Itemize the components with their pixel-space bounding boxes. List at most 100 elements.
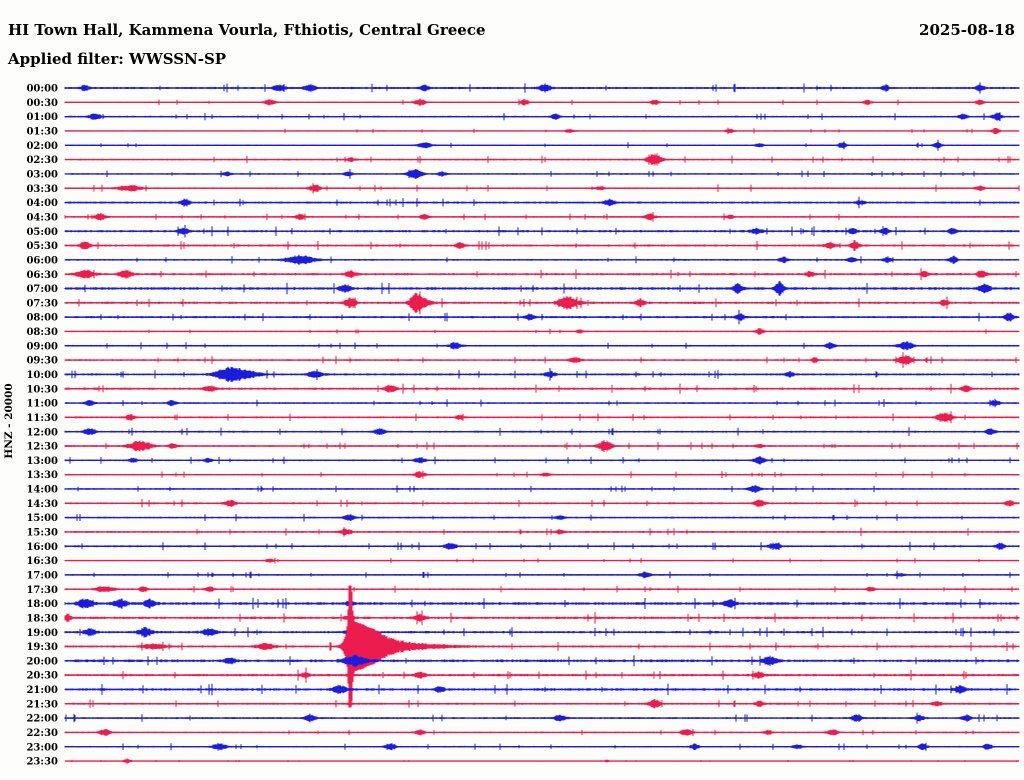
time-label: 10:00: [26, 370, 58, 381]
seismogram-trace: [64, 610, 1020, 626]
trace-row-03:30: 03:30: [26, 183, 1020, 195]
seismogram-trace: [64, 183, 1020, 194]
time-label: 18:30: [26, 613, 58, 624]
trace-row-17:00: 17:00: [26, 570, 1020, 582]
time-label: 06:30: [26, 270, 58, 281]
trace-row-12:00: 12:00: [26, 427, 1020, 438]
trace-row-14:30: 14:30: [26, 499, 1020, 510]
trace-row-04:00: 04:00: [26, 196, 1020, 209]
seismogram-trace: [64, 626, 1020, 638]
time-label: 15:00: [26, 513, 58, 524]
time-label: 22:30: [26, 728, 58, 739]
trace-row-07:00: 07:00: [26, 281, 1020, 296]
seismogram-trace: [64, 268, 1020, 280]
seismogram-trace: [64, 683, 1020, 696]
trace-row-06:30: 06:30: [26, 268, 1020, 281]
applied-filter-label: Applied filter: WWSSN-SP: [8, 50, 227, 68]
seismogram-trace: [64, 485, 1020, 493]
time-label: 13:00: [26, 456, 58, 467]
trace-row-02:30: 02:30: [26, 153, 1020, 166]
trace-row-16:30: 16:30: [26, 556, 1020, 567]
seismogram-trace: [64, 341, 1020, 351]
seismogram-trace: [64, 527, 1020, 537]
seismogram-trace: [64, 541, 1020, 551]
trace-row-05:00: 05:00: [26, 224, 1020, 238]
time-label: 19:30: [26, 642, 58, 653]
time-label: 20:00: [26, 656, 58, 667]
time-label: 09:00: [26, 341, 58, 352]
trace-row-19:00: 19:00: [26, 626, 1020, 639]
seismogram-trace: [64, 470, 1020, 479]
trace-row-13:00: 13:00: [26, 456, 1020, 467]
time-label: 04:00: [26, 198, 58, 209]
time-label: 17:00: [26, 571, 58, 582]
time-label: 00:30: [26, 98, 58, 109]
time-label: 16:30: [26, 556, 58, 567]
time-label: 14:30: [26, 499, 58, 510]
trace-row-20:30: 20:30: [26, 667, 1020, 683]
trace-row-22:00: 22:00: [26, 712, 1020, 725]
time-label: 00:00: [26, 84, 58, 95]
seismogram-trace: [64, 758, 1020, 764]
seismogram-trace: [64, 570, 1020, 580]
seismogram-trace: [64, 667, 1020, 683]
seismogram-trace: [64, 557, 1020, 564]
trace-rows-group: 00:00 00:30 01:00 01:30 02:00 02:30 03:00 03:30…: [26, 82, 1020, 768]
trace-row-12:30: 12:30: [26, 440, 1020, 453]
time-label: 05:30: [26, 241, 58, 252]
seismogram-trace: [64, 699, 1020, 709]
time-label: 04:30: [26, 213, 58, 224]
seismogram-trace: [64, 328, 1020, 335]
time-label: 01:00: [26, 112, 58, 123]
seismogram-trace: [64, 169, 1020, 179]
seismogram-trace: [64, 82, 1020, 94]
time-label: 22:00: [26, 714, 58, 725]
trace-row-18:30: 18:30: [26, 610, 1020, 626]
trace-row-08:00: 08:00: [26, 309, 1020, 325]
seismogram-trace: [64, 383, 1020, 394]
trace-row-21:00: 21:00: [26, 683, 1020, 696]
seismogram-trace: [64, 654, 1020, 667]
trace-row-01:30: 01:30: [26, 127, 1020, 138]
time-label: 14:00: [26, 485, 58, 496]
trace-row-10:30: 10:30: [26, 383, 1020, 395]
time-label: 16:00: [26, 542, 58, 553]
seismogram-trace: [64, 513, 1020, 522]
seismogram-trace: [64, 240, 1020, 251]
seismogram-trace: [64, 212, 1020, 222]
time-label: 01:30: [26, 127, 58, 138]
trace-row-09:00: 09:00: [26, 341, 1020, 352]
seismogram-trace: [64, 585, 1020, 708]
time-label: 02:30: [26, 155, 58, 166]
time-label: 18:00: [26, 599, 58, 610]
time-label: 20:30: [26, 671, 58, 682]
time-label: 23:30: [26, 757, 58, 768]
time-label: 12:00: [26, 427, 58, 438]
trace-row-11:00: 11:00: [26, 398, 1020, 410]
trace-row-00:00: 00:00: [26, 82, 1020, 95]
trace-row-03:00: 03:00: [26, 169, 1020, 181]
time-label: 03:00: [26, 170, 58, 181]
time-label: 02:00: [26, 141, 58, 152]
time-label: 07:30: [26, 298, 58, 309]
trace-row-17:30: 17:30: [26, 585, 1020, 596]
trace-row-05:30: 05:30: [26, 240, 1020, 252]
time-label: 21:00: [26, 685, 58, 696]
seismogram-trace: [64, 366, 1020, 382]
time-label: 23:00: [26, 742, 58, 753]
trace-row-14:00: 14:00: [26, 485, 1020, 496]
seismogram-trace: [64, 585, 1020, 593]
seismogram-trace: [64, 398, 1020, 408]
trace-row-00:30: 00:30: [26, 98, 1020, 109]
trace-row-06:00: 06:00: [26, 254, 1020, 266]
seismogram-trace: [64, 112, 1020, 122]
trace-row-19:30: 19:30: [26, 585, 1020, 708]
trace-row-16:00: 16:00: [26, 541, 1020, 553]
trace-row-10:00: 10:00: [26, 366, 1020, 382]
seismogram-trace: [64, 712, 1020, 724]
trace-row-21:30: 21:30: [26, 699, 1020, 710]
seismogram-trace: [64, 411, 1020, 424]
seismogram-trace: [64, 499, 1020, 508]
trace-row-01:00: 01:00: [26, 112, 1020, 123]
